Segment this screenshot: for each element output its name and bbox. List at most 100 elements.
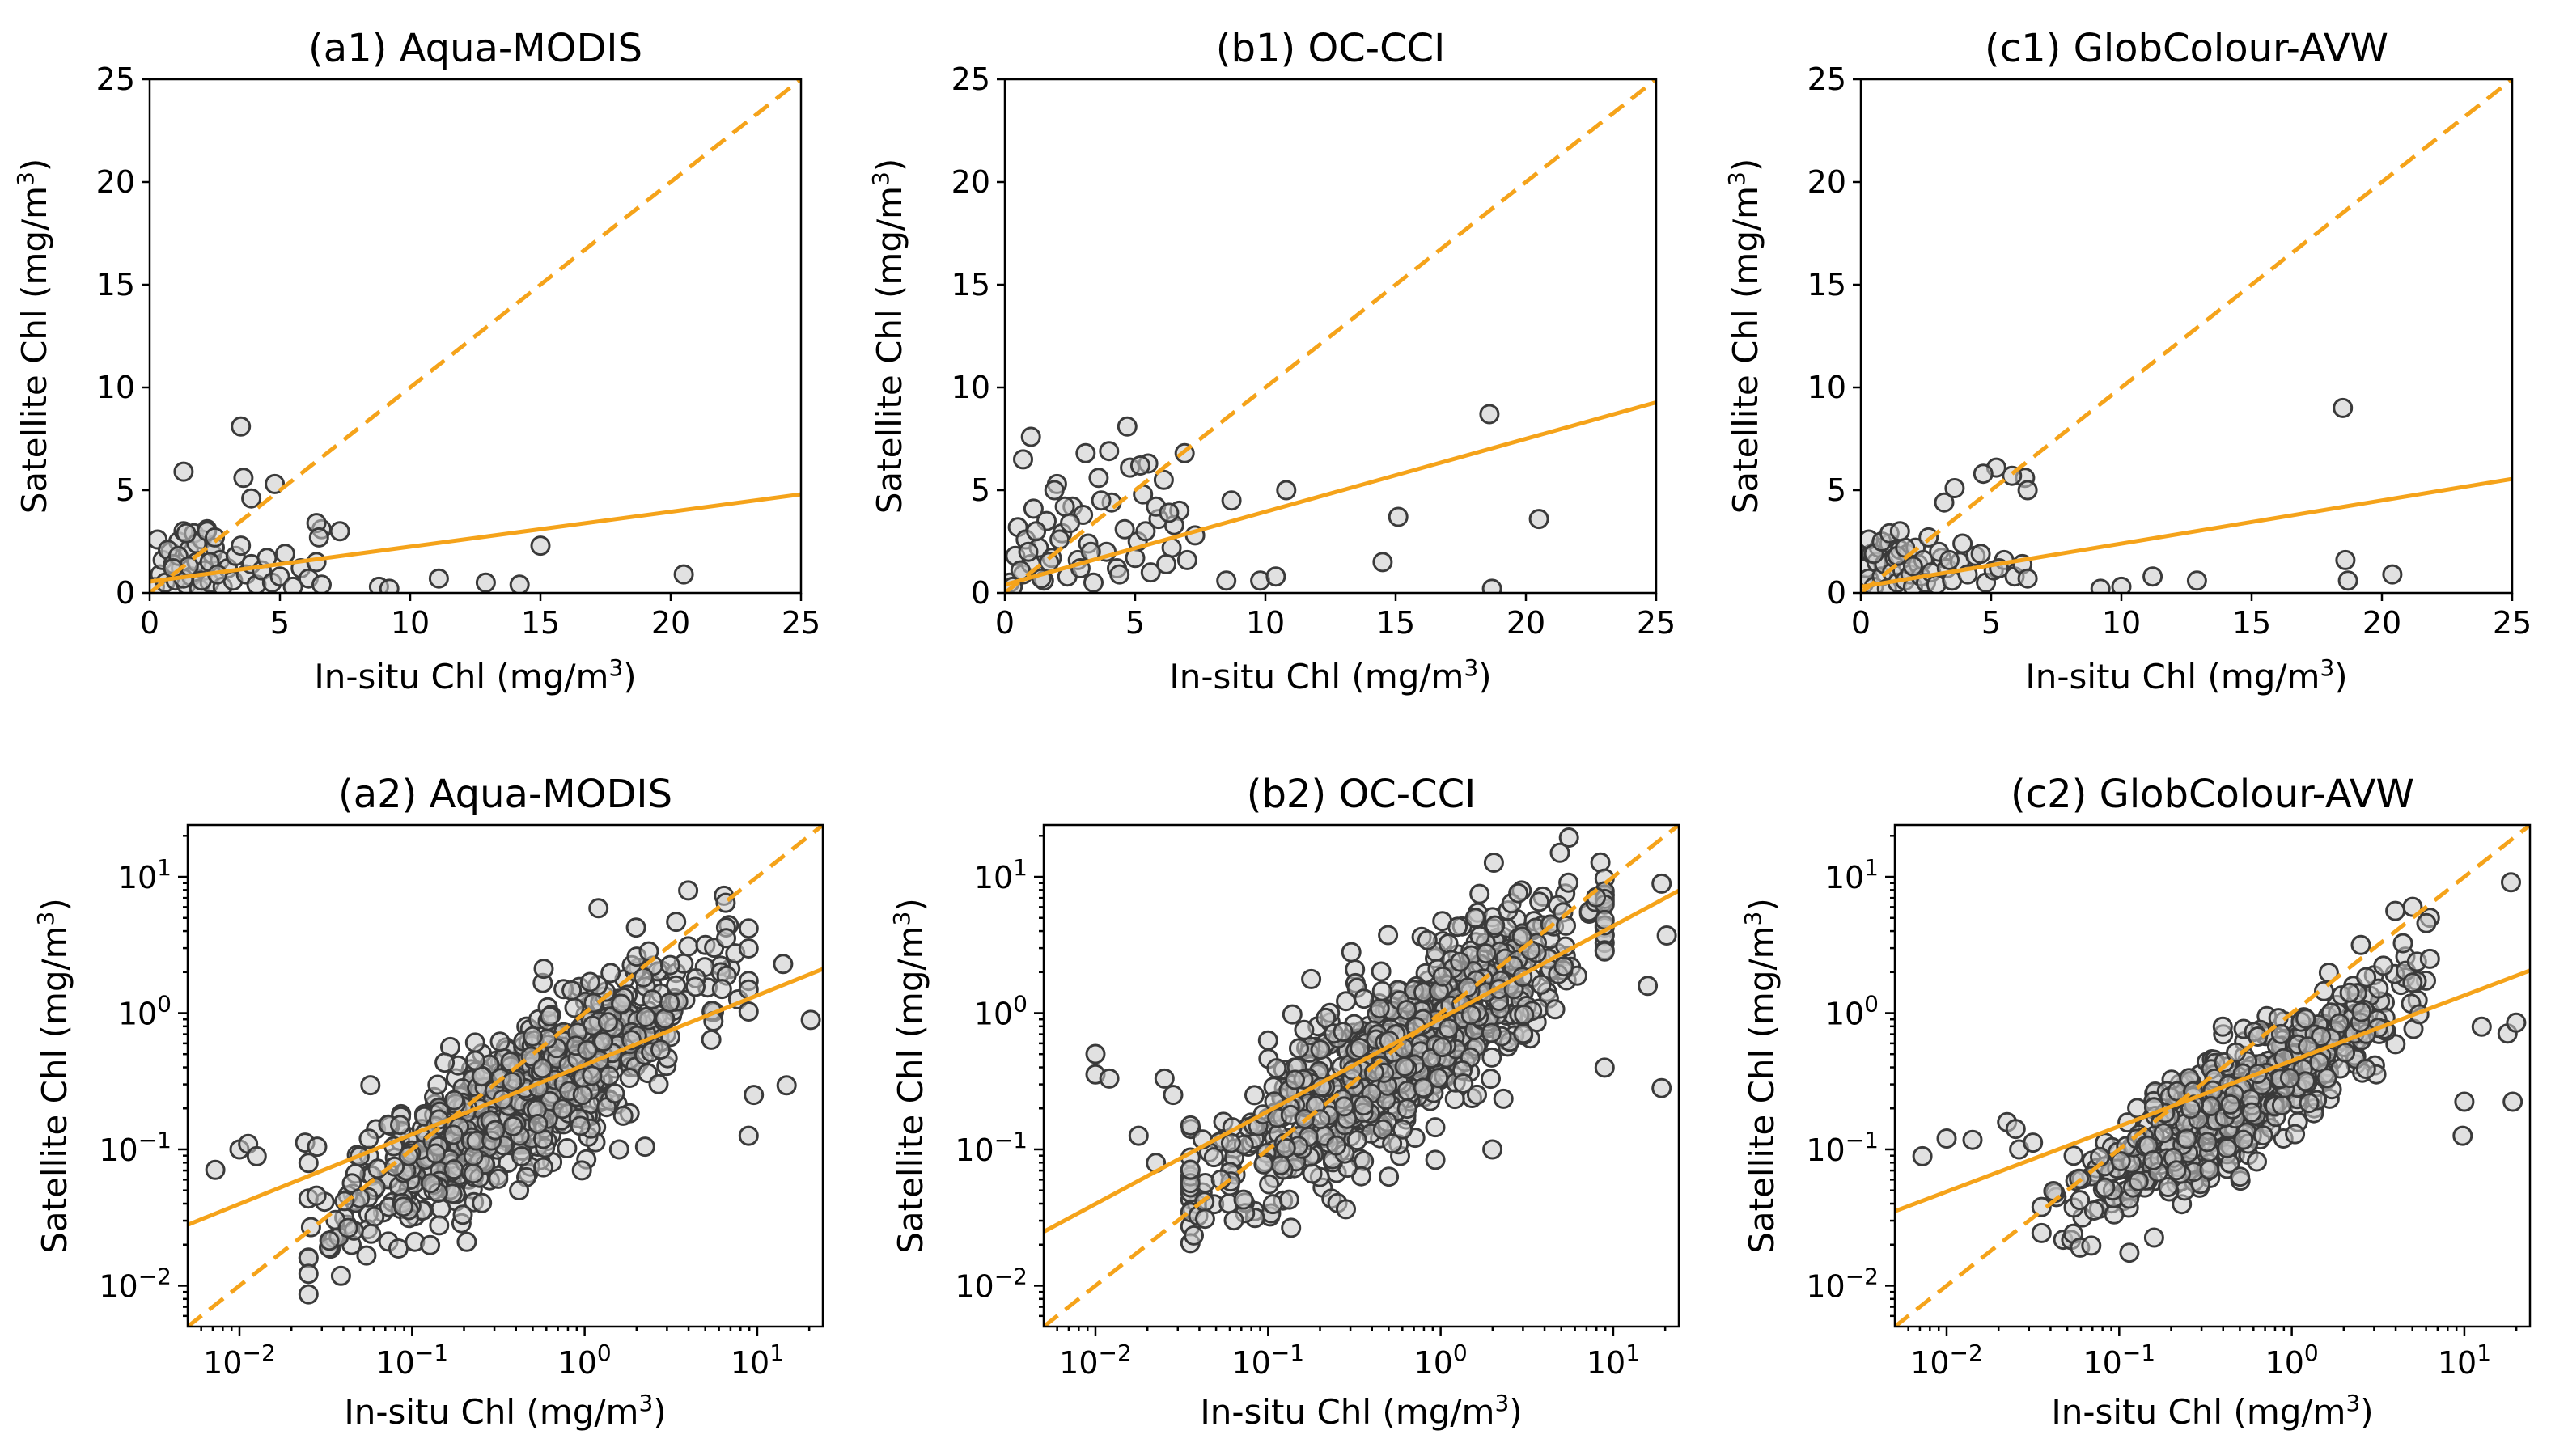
data-point	[716, 928, 736, 949]
x-tick-label: 20	[651, 605, 690, 641]
data-point	[1388, 506, 1409, 527]
data-point	[1382, 1133, 1403, 1154]
data-point	[360, 1075, 381, 1096]
data-point	[1259, 1174, 1280, 1195]
data-point	[2271, 1095, 2292, 1116]
y-tick-label: 10−1	[1806, 1127, 1879, 1168]
data-point	[1049, 529, 1070, 550]
data-point	[1026, 521, 1047, 542]
data-point	[393, 1196, 414, 1217]
data-point	[1485, 915, 1506, 936]
y-tick-label: 10−2	[99, 1263, 172, 1304]
data-point	[1350, 1038, 1371, 1058]
data-point	[2355, 1059, 2376, 1079]
data-point	[2368, 978, 2389, 999]
panel-title: (c1) GlobColour-AVW	[1985, 26, 2388, 71]
data-point	[1194, 1208, 1215, 1230]
data-point	[1531, 974, 1552, 995]
data-point	[1372, 552, 1393, 573]
y-tick-label: 25	[1807, 61, 1846, 97]
data-point	[379, 578, 400, 593]
data-point	[306, 1185, 327, 1206]
x-axis-label: In-situ Chl (mg/m3)	[2025, 654, 2347, 696]
data-point	[1109, 564, 1130, 585]
data-point	[638, 941, 659, 962]
data-point	[1973, 463, 1994, 485]
y-tick-label: 5	[1827, 472, 1846, 508]
data-point	[2230, 1166, 2251, 1187]
data-point	[1508, 882, 1529, 904]
data-point	[2506, 1012, 2527, 1033]
y-tick-label: 10	[96, 370, 135, 405]
data-point	[2416, 912, 2437, 933]
data-point	[388, 1238, 409, 1259]
data-point	[1233, 1189, 1254, 1210]
data-point	[2217, 1138, 2237, 1158]
data-point	[2316, 1068, 2337, 1089]
data-point	[2201, 1096, 2222, 1116]
data-point	[2419, 948, 2440, 969]
data-point	[1939, 549, 1960, 570]
data-point	[1270, 1154, 1291, 1175]
data-point	[561, 980, 583, 1001]
panel-a2: (a2) Aqua-MODIS 10−2 10−1 100 101 10−2 10−1 100…	[32, 772, 824, 1432]
data-point	[1528, 509, 1549, 530]
data-point	[650, 1039, 671, 1060]
one-to-one-line	[1044, 825, 1679, 1327]
data-point	[1476, 943, 1497, 964]
data-point	[1336, 991, 1357, 1012]
data-point	[1153, 469, 1174, 490]
data-point	[1333, 1096, 1354, 1117]
data-point	[2176, 1128, 2197, 1149]
data-point	[1253, 1153, 1274, 1175]
axes-frame	[1003, 78, 1658, 595]
data-point	[1460, 1005, 1481, 1026]
data-point	[358, 1128, 379, 1149]
data-point	[744, 1085, 765, 1106]
data-point	[428, 568, 449, 589]
x-tick-label: 10−1	[375, 1340, 448, 1381]
data-point	[2128, 1170, 2149, 1191]
y-tick-label: 5	[971, 472, 990, 508]
data-point	[635, 1007, 656, 1027]
data-point	[430, 1198, 451, 1219]
data-point	[738, 1125, 759, 1146]
data-point	[1117, 416, 1138, 437]
data-point	[800, 1009, 821, 1031]
data-point	[1464, 908, 1485, 929]
data-point	[1467, 1084, 1487, 1105]
y-tick-label: 10	[1807, 370, 1846, 405]
data-point	[678, 936, 699, 957]
x-tick-label: 15	[1376, 605, 1415, 641]
data-point	[176, 523, 197, 544]
x-axis-label: In-situ Chl (mg/m3)	[314, 654, 636, 696]
data-point	[1099, 441, 1120, 462]
regression-line	[1895, 968, 2530, 1213]
data-point	[311, 574, 332, 593]
data-point	[2339, 982, 2360, 1003]
x-tick-label: 0	[140, 605, 159, 641]
data-point	[1294, 1019, 1315, 1040]
data-point	[570, 1115, 591, 1136]
data-point	[1549, 842, 1570, 863]
data-point	[1244, 1085, 1265, 1106]
data-point	[2299, 1093, 2320, 1114]
data-point	[1481, 578, 1502, 593]
data-point	[678, 880, 699, 901]
data-point	[1346, 1130, 1367, 1151]
data-point	[2166, 1160, 2187, 1181]
x-tick-label: 10−2	[1059, 1340, 1132, 1381]
data-point	[2153, 1123, 2174, 1144]
data-point	[2329, 1013, 2350, 1034]
data-point	[1278, 1189, 1299, 1210]
data-point	[540, 1006, 560, 1027]
data-point	[2220, 1094, 2241, 1115]
data-point	[1481, 1069, 1501, 1090]
data-point	[329, 521, 350, 542]
data-point	[1369, 998, 1390, 1019]
axes-frame	[1859, 78, 2514, 595]
data-point	[1326, 1135, 1347, 1156]
data-point	[511, 1146, 532, 1166]
one-to-one-line	[150, 79, 801, 593]
x-tick-label: 5	[270, 605, 290, 641]
